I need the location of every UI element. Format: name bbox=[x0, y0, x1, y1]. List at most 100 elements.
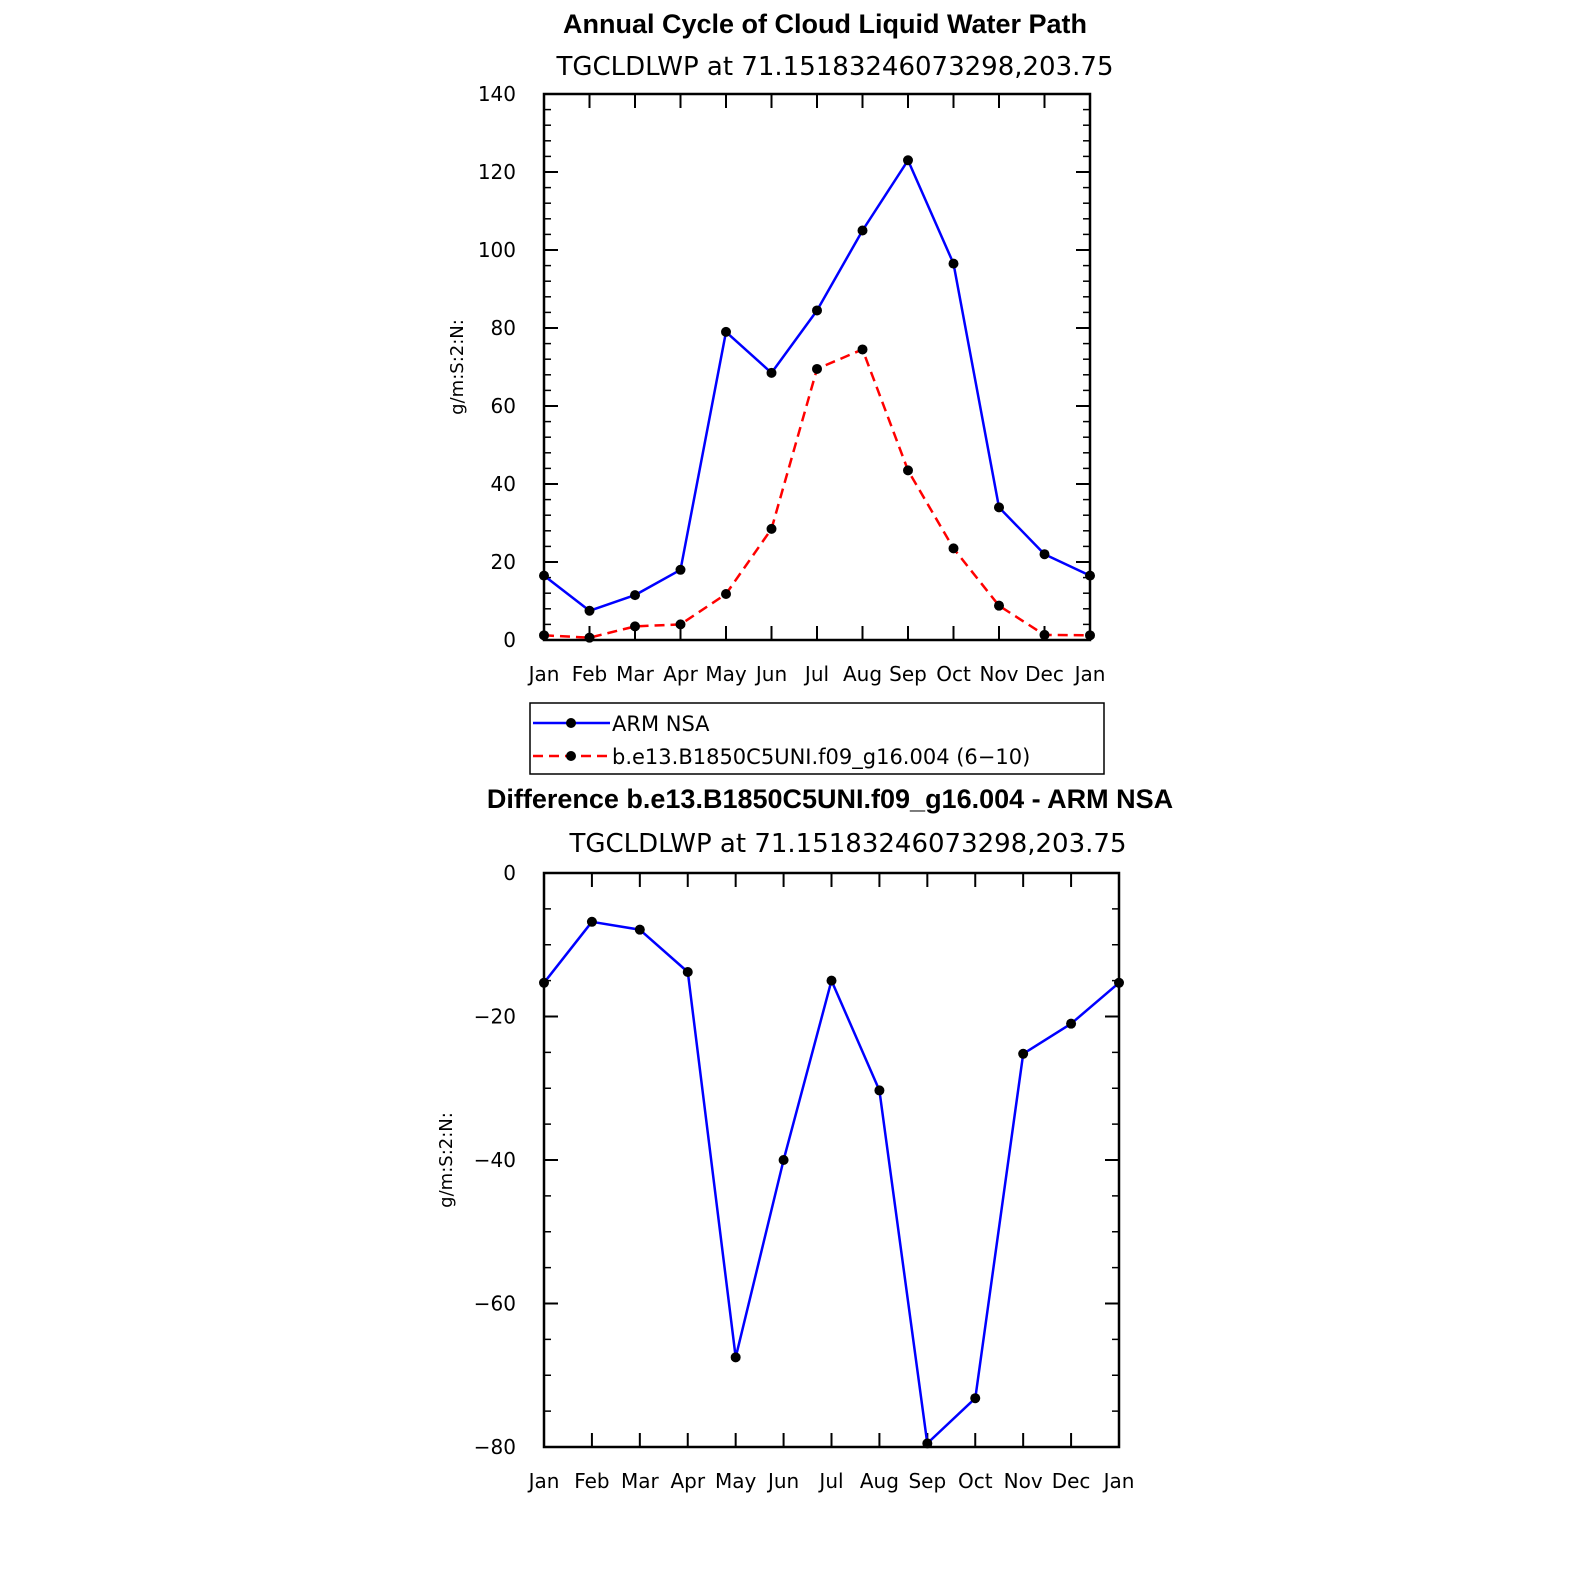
bottom-chart-x-tick-label: Oct bbox=[958, 1469, 993, 1493]
top-chart-x-tick-label: Sep bbox=[889, 662, 927, 686]
bottom-chart-x-tick-label: Aug bbox=[860, 1469, 899, 1493]
top-chart-series-0-point bbox=[721, 326, 731, 337]
top-chart-lines bbox=[543, 159, 1091, 639]
top-chart-series-0-point bbox=[630, 590, 640, 601]
top-chart-series-1-point bbox=[903, 465, 913, 476]
bottom-chart: Difference b.e13.B1850C5UNI.f09_g16.004 … bbox=[436, 784, 1173, 1493]
bottom-chart-series-0-line bbox=[543, 920, 1120, 1445]
top-chart-series-1-point bbox=[994, 600, 1004, 611]
top-chart-series-0-point bbox=[903, 155, 913, 166]
top-chart-series-0-point bbox=[675, 564, 686, 575]
top-chart-x-tick-label: May bbox=[705, 662, 747, 686]
bottom-chart-y-axis-label: g/m:S:2:N: bbox=[436, 1112, 457, 1208]
top-chart-y-tick-label: 0 bbox=[503, 628, 516, 652]
top-chart-y-tick-label: 140 bbox=[478, 82, 516, 106]
top-chart-y-tick-label: 100 bbox=[478, 238, 516, 262]
top-chart-series-0-point bbox=[539, 570, 549, 581]
top-chart-x-tick-label: Oct bbox=[936, 662, 971, 686]
bottom-chart-plot-frame bbox=[542, 871, 1121, 1449]
top-chart-series-1-point bbox=[584, 632, 595, 643]
bottom-chart-series-0-point bbox=[826, 975, 837, 986]
bottom-chart-y-tick-label: −40 bbox=[474, 1148, 516, 1172]
bottom-chart-series-0-point bbox=[922, 1438, 933, 1449]
top-chart-series-1-point bbox=[812, 363, 822, 374]
top-chart-series-1-point bbox=[948, 543, 959, 554]
top-chart-x-tick-label: Feb bbox=[572, 662, 607, 686]
legend-label-arm-nsa: ARM NSA bbox=[612, 712, 710, 736]
bottom-chart-x-tick-label: Apr bbox=[670, 1469, 705, 1493]
legend-marker-model bbox=[566, 751, 576, 761]
top-chart-series-0-point bbox=[1039, 549, 1050, 560]
top-chart-series-0-point bbox=[857, 225, 868, 236]
top-chart-x-tick-label: Jan bbox=[527, 662, 560, 686]
legend-label-model: b.e13.B1850C5UNI.f09_g16.004 (6−10) bbox=[612, 745, 1030, 770]
bottom-chart-x-tick-label: Sep bbox=[908, 1469, 946, 1493]
top-chart-series-1-point bbox=[721, 588, 731, 599]
top-chart-y-tick-label: 40 bbox=[491, 472, 516, 496]
top-chart-series-0-point bbox=[584, 605, 595, 616]
top-chart-points bbox=[539, 155, 1095, 643]
top-chart-x-tick-label: Mar bbox=[616, 662, 655, 686]
bottom-chart-x-tick-label: Feb bbox=[574, 1469, 609, 1493]
legend: ARM NSA b.e13.B1850C5UNI.f09_g16.004 (6−… bbox=[529, 702, 1105, 775]
bottom-chart-axes: −80 −60 −40 −20 0 Jan Feb Mar Apr May Jun Jul Aug Sep… bbox=[474, 861, 1135, 1493]
legend-box bbox=[529, 702, 1105, 775]
top-chart-y-tick-label: 60 bbox=[491, 394, 516, 418]
top-chart-series-1-point bbox=[630, 621, 640, 632]
top-chart-x-tick-label: Aug bbox=[843, 662, 882, 686]
bottom-chart-x-tick-label: Jan bbox=[527, 1469, 560, 1493]
bottom-chart-title: Difference b.e13.B1850C5UNI.f09_g16.004 … bbox=[487, 784, 1173, 814]
top-chart-series-0-line bbox=[543, 159, 1091, 613]
top-chart-y-tick-label: 120 bbox=[478, 160, 516, 184]
top-chart-x-tick-label: Jun bbox=[754, 662, 787, 686]
bottom-chart-series-0-point bbox=[1018, 1048, 1029, 1059]
bottom-chart-x-tick-label: Jul bbox=[817, 1469, 843, 1493]
top-chart-series-1-line bbox=[543, 348, 1091, 639]
top-chart-x-tick-label: Jul bbox=[803, 662, 829, 686]
bottom-chart-series-0-point bbox=[874, 1085, 885, 1096]
bottom-chart-series-0-point bbox=[1114, 977, 1124, 988]
top-chart-series-1-point bbox=[539, 630, 549, 641]
bottom-chart-y-tick-label: 0 bbox=[503, 861, 516, 885]
top-chart-axes: 0 20 40 60 80 100 120 140 Jan Feb Mar Apr May Jun Jul A… bbox=[478, 82, 1106, 686]
top-chart-y-tick-label: 80 bbox=[491, 316, 516, 340]
bottom-chart-y-tick-label: −20 bbox=[474, 1005, 516, 1029]
bottom-chart-x-tick-label: Dec bbox=[1052, 1469, 1091, 1493]
bottom-chart-y-tick-label: −60 bbox=[474, 1292, 516, 1316]
bottom-chart-x-tick-label: May bbox=[715, 1469, 757, 1493]
top-chart-x-tick-label: Nov bbox=[979, 662, 1018, 686]
bottom-chart-subtitle: TGCLDLWP at 71.15183246073298,203.75 bbox=[568, 829, 1126, 859]
top-chart-y-axis-label: g/m:S:2:N: bbox=[447, 319, 468, 415]
bottom-chart-y-tick-label: −80 bbox=[474, 1435, 516, 1459]
bottom-chart-series-0-point bbox=[539, 977, 549, 988]
bottom-chart-series-0-point bbox=[970, 1393, 981, 1404]
top-chart-series-0-point bbox=[766, 367, 777, 378]
bottom-chart-x-tick-label: Mar bbox=[621, 1469, 660, 1493]
top-chart-series-0-point bbox=[948, 258, 959, 269]
top-chart-series-1-point bbox=[1039, 629, 1050, 640]
legend-marker-arm-nsa bbox=[566, 718, 576, 728]
bottom-chart-series-0-point bbox=[634, 924, 645, 935]
top-chart-series-0-point bbox=[812, 305, 822, 316]
bottom-chart-lines bbox=[543, 920, 1120, 1445]
top-chart: Annual Cycle of Cloud Liquid Water Path … bbox=[447, 9, 1114, 775]
top-chart-x-tick-label: Jan bbox=[1073, 662, 1106, 686]
top-chart-x-tick-label: Apr bbox=[663, 662, 698, 686]
top-chart-title: Annual Cycle of Cloud Liquid Water Path bbox=[563, 9, 1087, 39]
top-chart-series-0-point bbox=[1085, 570, 1095, 581]
top-chart-series-1-point bbox=[1085, 630, 1095, 641]
top-chart-series-0-point bbox=[994, 502, 1004, 513]
top-chart-x-tick-label: Dec bbox=[1025, 662, 1064, 686]
bottom-chart-series-0-point bbox=[682, 967, 693, 978]
bottom-chart-series-0-point bbox=[1066, 1018, 1077, 1029]
bottom-chart-series-0-point bbox=[778, 1155, 789, 1165]
bottom-chart-x-tick-label: Nov bbox=[1004, 1469, 1043, 1493]
top-chart-subtitle: TGCLDLWP at 71.15183246073298,203.75 bbox=[555, 52, 1113, 82]
bottom-chart-series-0-point bbox=[586, 916, 597, 927]
bottom-chart-x-tick-label: Jun bbox=[766, 1469, 799, 1493]
bottom-chart-points bbox=[539, 916, 1124, 1449]
bottom-chart-x-tick-label: Jan bbox=[1102, 1469, 1135, 1493]
top-chart-series-1-point bbox=[675, 619, 686, 630]
bottom-chart-series-0-point bbox=[730, 1352, 741, 1363]
